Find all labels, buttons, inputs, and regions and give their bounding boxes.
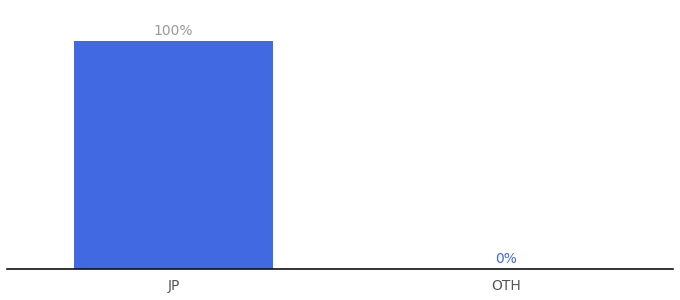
- Bar: [73, 41, 273, 269]
- Text: 100%: 100%: [154, 24, 193, 38]
- Text: 0%: 0%: [496, 252, 517, 266]
